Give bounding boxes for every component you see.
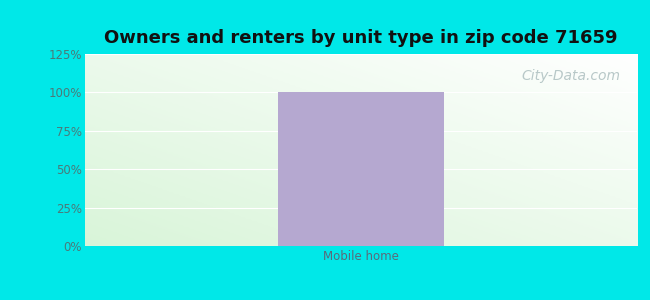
Bar bbox=[278, 92, 443, 246]
Text: City-Data.com: City-Data.com bbox=[521, 69, 620, 83]
Title: Owners and renters by unit type in zip code 71659: Owners and renters by unit type in zip c… bbox=[104, 29, 618, 47]
